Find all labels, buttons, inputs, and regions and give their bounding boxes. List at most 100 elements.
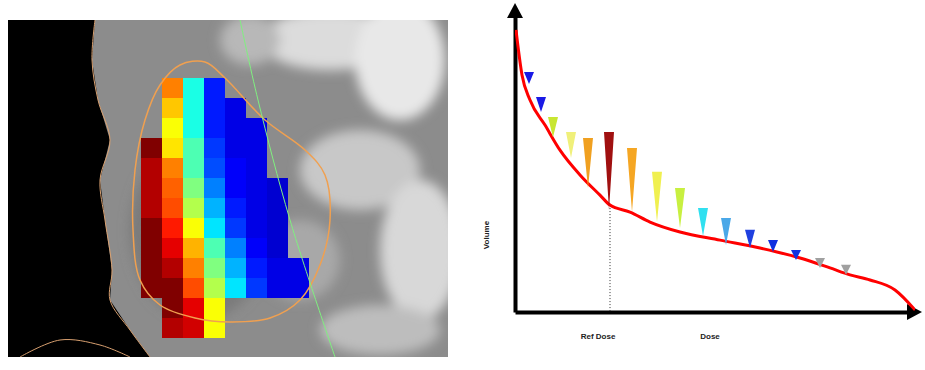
dose-cell: [267, 218, 288, 238]
dose-cell: [162, 238, 183, 258]
dose-cell: [141, 178, 162, 198]
dose-cell: [246, 238, 267, 258]
body-contour: [20, 340, 130, 357]
dose-cell: [162, 98, 183, 118]
dose-cell: [183, 158, 204, 178]
dose-cell: [141, 218, 162, 238]
dose-cell: [183, 198, 204, 218]
dose-cell: [204, 258, 225, 278]
dvh-curve: [516, 30, 915, 310]
axis-line: [516, 311, 916, 315]
dose-cell: [225, 178, 246, 198]
ct-blob: [130, 140, 270, 320]
dose-cell: [183, 98, 204, 118]
axis-line: [514, 11, 518, 313]
ct-image: [8, 20, 448, 357]
ct-blob: [355, 20, 445, 120]
dose-cell: [288, 278, 309, 298]
dose-cell: [225, 158, 246, 178]
dose-arrow: [745, 230, 755, 248]
dose-cell: [246, 118, 267, 138]
dose-cell: [204, 218, 225, 238]
y-axis-title: Volume: [482, 220, 491, 249]
dose-cell: [267, 258, 288, 278]
x-axis: [516, 312, 916, 313]
dose-arrow: [524, 72, 534, 84]
dose-cell: [183, 258, 204, 278]
labels: Ref Dose Dose Volume: [482, 220, 720, 341]
x-axis-title: Dose: [700, 332, 720, 341]
dose-arrow: [627, 148, 637, 212]
ref-dose-label: Ref Dose: [581, 332, 616, 341]
dose-cell: [162, 158, 183, 178]
dose-cell: [141, 238, 162, 258]
dose-cell: [225, 238, 246, 258]
dose-arrow: [536, 97, 546, 112]
dose-cell: [141, 138, 162, 158]
dose-arrow: [604, 132, 614, 210]
dose-cell: [162, 258, 183, 278]
dose-cell: [162, 318, 183, 338]
dose-cell: [183, 178, 204, 198]
axis-arrowhead: [507, 3, 523, 18]
dose-cell: [162, 278, 183, 298]
dose-cell: [141, 258, 162, 278]
ct-blob: [380, 180, 448, 320]
figure: Ref Dose Dose Volume: [0, 0, 925, 370]
dose-cell: [162, 138, 183, 158]
dose-cell: [246, 178, 267, 198]
dose-arrow: [791, 250, 801, 260]
dose-cell: [204, 278, 225, 298]
ref-dose-line: [610, 205, 611, 312]
dose-cell: [204, 98, 225, 118]
target-contour: [133, 61, 331, 322]
dose-cell: [162, 118, 183, 138]
dose-cell: [162, 178, 183, 198]
plot-area: [516, 30, 915, 312]
dose-cell: [225, 118, 246, 138]
dose-cell: [183, 78, 204, 98]
dose-arrow: [566, 132, 576, 158]
ct-air: [8, 20, 150, 357]
dose-arrow: [721, 218, 731, 245]
dose-cell: [246, 278, 267, 298]
dose-cell: [162, 218, 183, 238]
dose-cell: [204, 158, 225, 178]
y-axis: [515, 11, 516, 313]
ct-blob: [320, 305, 440, 355]
dose-cell: [225, 218, 246, 238]
dose-cell: [162, 198, 183, 218]
dose-arrow: [652, 172, 662, 222]
beam-line: [240, 20, 335, 357]
dose-cell: [225, 98, 246, 118]
dose-cell: [141, 198, 162, 218]
dose-cell: [204, 78, 225, 98]
dose-arrow: [815, 258, 825, 268]
dose-cell: [204, 298, 225, 318]
dose-cell: [204, 198, 225, 218]
dose-cell: [267, 278, 288, 298]
dose-cell: [204, 138, 225, 158]
dose-cell: [225, 198, 246, 218]
dose-cell: [225, 258, 246, 278]
dose-cell: [204, 118, 225, 138]
dose-cell: [267, 178, 288, 198]
dose-arrow: [548, 117, 558, 137]
ct-blob: [220, 20, 280, 65]
dose-cell: [267, 238, 288, 258]
dose-cell: [225, 138, 246, 158]
dose-arrow: [583, 138, 593, 188]
dose-cell: [204, 238, 225, 258]
dose-cell: [183, 318, 204, 338]
ct-tissue: [130, 20, 448, 355]
dose-cell: [246, 138, 267, 158]
dose-arrow: [841, 265, 851, 275]
dose-cell: [183, 278, 204, 298]
dose-cell: [141, 158, 162, 178]
dose-cell: [183, 118, 204, 138]
dose-cell: [246, 158, 267, 178]
dose-cell: [183, 238, 204, 258]
dose-cell: [183, 138, 204, 158]
dose-cell: [246, 258, 267, 278]
dose-cell: [204, 178, 225, 198]
